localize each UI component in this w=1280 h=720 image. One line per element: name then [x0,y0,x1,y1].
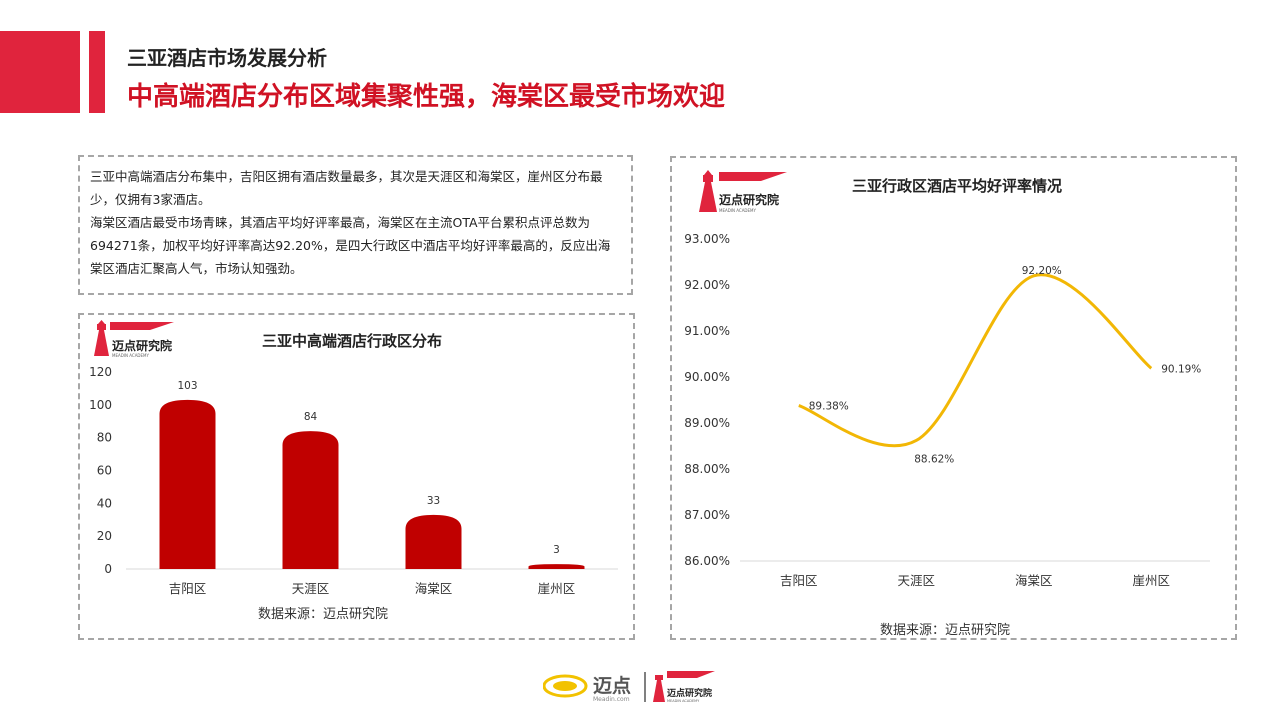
institute-name: 迈点研究院 [667,687,712,699]
line-y-axis: 86.00% 87.00% 88.00% 89.00% 90.00% 91.00% 92.0… [684,232,730,568]
header-red-block [0,31,80,113]
bar [282,431,339,569]
bar-chart-title: 三亚中高端酒店行政区分布 [262,332,443,350]
bar-data-label: 33 [427,495,440,507]
bar-category-label: 海棠区 [415,581,453,596]
page-headline: 中高端酒店分布区域集聚性强，海棠区最受市场欢迎 [127,82,726,112]
line-chart-source: 数据来源：迈点研究院 [880,623,1011,638]
line-y-tick-label: 93.00% [684,232,730,246]
bar-chart-source: 数据来源：迈点研究院 [258,607,389,622]
bar-y-axis: 0 20 40 60 80 100 120 [89,365,112,576]
line-chart: 86.00% 87.00% 88.00% 89.00% 90.00% 91.00% 92.0… [684,232,1210,588]
line-chart-panel [670,156,1237,640]
brand-name: 迈点 [593,675,631,697]
bar-y-tick-label: 20 [97,529,112,543]
institute-logo-left: 迈点研究院 MEADIN ACADEMY [90,320,182,358]
line-data-label: 88.62% [914,453,954,465]
institute-name: 迈点研究院 [719,192,779,207]
line-y-tick-label: 90.00% [684,370,730,384]
bar-y-tick-label: 0 [104,562,112,576]
bar-y-tick-label: 100 [89,398,112,412]
bar-y-tick-label: 40 [97,496,112,510]
bar-category-label: 吉阳区 [169,581,207,596]
institute-subtitle: MEADIN ACADEMY [719,208,756,213]
footer-brand: 迈点 Meadin.com 迈点研究院 MEADIN ACADEMY [542,670,723,708]
bar-data-label: 103 [177,380,197,392]
bar [405,514,462,569]
institute-logo-right: 迈点研究院 MEADIN ACADEMY [697,170,789,214]
line-data-label: 92.20% [1022,265,1062,277]
line-category-label: 天涯区 [897,573,935,588]
header-red-bar [89,31,105,113]
institute-subtitle: MEADIN ACADEMY [667,699,700,703]
summary-box: 三亚中高端酒店分布集中，吉阳区拥有酒店数量最多，其次是天涯区和海棠区，崖州区分布… [78,155,633,295]
summary-paragraph-1: 三亚中高端酒店分布集中，吉阳区拥有酒店数量最多，其次是天涯区和海棠区，崖州区分布… [90,169,603,207]
line-y-tick-label: 86.00% [684,554,730,568]
bar-data-label: 84 [304,411,318,423]
meadin-swirl-icon [542,674,588,698]
bar [159,399,216,569]
lighthouse-icon: 迈点研究院 MEADIN ACADEMY [94,320,174,358]
bar-y-tick-label: 120 [89,365,112,379]
line-category-label: 吉阳区 [780,573,818,588]
line-data-label: 89.38% [809,401,849,413]
line-category-label: 崖州区 [1132,573,1170,588]
line-series [798,273,1153,448]
bar-y-tick-label: 80 [97,431,112,445]
line-y-tick-label: 92.00% [684,278,730,292]
lighthouse-icon: 迈点研究院 MEADIN ACADEMY [699,170,787,213]
line-category-label: 海棠区 [1015,573,1053,588]
bar-x-axis: 吉阳区 天涯区 海棠区 崖州区 [169,581,576,596]
institute-name: 迈点研究院 [112,338,172,353]
lighthouse-icon [653,671,715,702]
bar-category-label: 崖州区 [538,581,576,596]
section-title: 三亚酒店市场发展分析 [127,46,327,70]
bar-category-label: 天涯区 [292,581,330,596]
summary-paragraph-2: 海棠区酒店最受市场青睐，其酒店平均好评率最高，海棠区在主流OTA平台累积点评总数… [90,215,611,276]
bar [528,564,585,569]
institute-subtitle: MEADIN ACADEMY [112,353,149,358]
line-data-label: 90.19% [1161,363,1201,375]
line-chart-title: 三亚行政区酒店平均好评率情况 [852,177,1063,195]
line-y-tick-label: 89.00% [684,416,730,430]
bar-y-tick-label: 60 [97,464,112,478]
meadin-logo: 迈点 Meadin.com 迈点研究院 MEADIN ACADEMY [542,671,715,703]
line-x-axis: 吉阳区 天涯区 海棠区 崖州区 [780,573,1170,588]
brand-domain: Meadin.com [593,696,630,703]
bar-chart-panel [78,313,635,640]
line-y-tick-label: 91.00% [684,324,730,338]
bar-data-label: 3 [553,544,560,556]
line-data-labels: 89.38% 88.62% 92.20% 90.19% [798,265,1201,465]
line-y-tick-label: 87.00% [684,508,730,522]
line-y-tick-label: 88.00% [684,462,730,476]
